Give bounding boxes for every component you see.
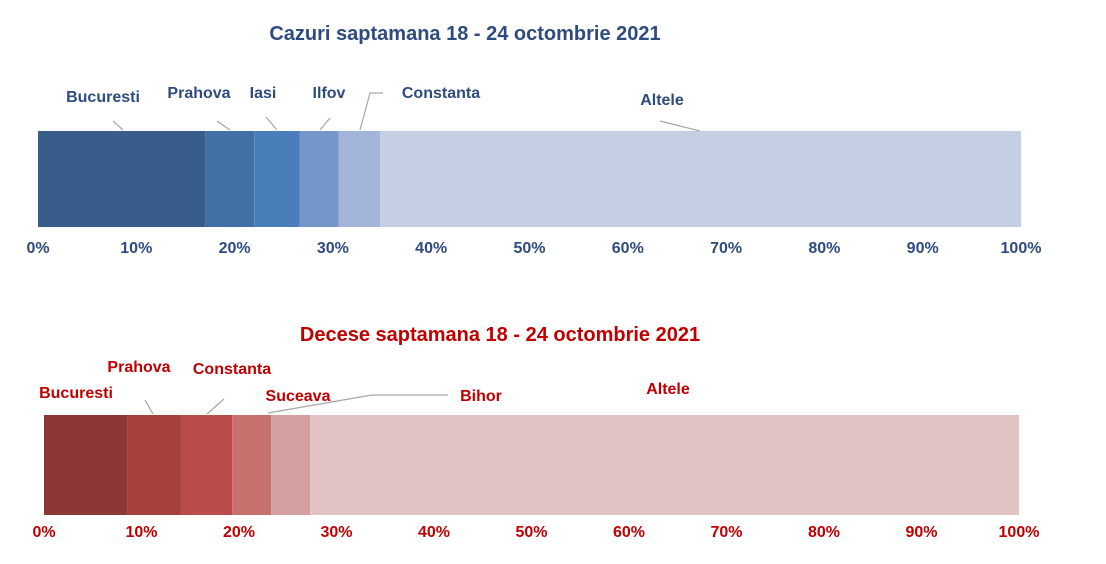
callout-line — [267, 394, 448, 414]
bar-segment-prahova — [205, 131, 255, 227]
x-tick-label: 50% — [515, 524, 547, 541]
x-tick-label: 70% — [710, 240, 742, 257]
x-tick-label: 80% — [808, 240, 840, 257]
x-tick-label: 60% — [612, 240, 644, 257]
bar-segment-bucuresti — [38, 131, 206, 227]
category-label-suceava: Suceava — [266, 388, 331, 405]
callout-line — [265, 116, 278, 131]
chart-title: Decese saptamana 18 - 24 octombrie 2021 — [300, 324, 700, 346]
chart-decese: Decese saptamana 18 - 24 octombrie 2021 … — [32, 324, 1039, 541]
category-label-iasi: Iasi — [250, 85, 277, 102]
x-tick-label: 60% — [613, 524, 645, 541]
bar-segment-bihor — [271, 415, 311, 515]
chart-title: Cazuri saptamana 18 - 24 octombrie 2021 — [269, 23, 660, 45]
x-tick-label: 10% — [125, 524, 157, 541]
x-tick-label: 100% — [1001, 240, 1042, 257]
bar-segment-suceava — [232, 415, 272, 515]
callout-line — [319, 117, 331, 131]
x-tick-label: 90% — [907, 240, 939, 257]
x-tick-label: 90% — [905, 524, 937, 541]
x-tick-label: 0% — [26, 240, 49, 257]
callout-lines — [144, 394, 448, 415]
x-tick-label: 50% — [513, 240, 545, 257]
x-tick-label: 10% — [120, 240, 152, 257]
category-label-bucuresti: Bucuresti — [66, 89, 140, 106]
category-labels: Bucuresti Prahova Iasi Ilfov Constanta Altele — [66, 85, 684, 109]
category-label-constanta: Constanta — [402, 85, 480, 102]
callout-line — [659, 120, 701, 132]
x-tick-label: 20% — [223, 524, 255, 541]
category-label-ilfov: Ilfov — [313, 85, 346, 102]
category-label-altele: Altele — [640, 92, 684, 109]
category-label-prahova: Prahova — [107, 359, 170, 376]
x-tick-labels: 0% 10% 20% 30% 40% 50% 60% 70% 80% 90% 100% — [26, 240, 1041, 257]
x-tick-label: 100% — [999, 524, 1040, 541]
callout-lines — [112, 92, 701, 132]
chart-cazuri: Cazuri saptamana 18 - 24 octombrie 2021 … — [26, 23, 1041, 257]
callout-line — [216, 120, 231, 131]
x-tick-label: 40% — [415, 240, 447, 257]
callout-line — [112, 120, 124, 131]
bar-segment-ilfov — [299, 131, 339, 227]
category-label-constanta: Constanta — [193, 361, 271, 378]
x-tick-label: 20% — [219, 240, 251, 257]
x-tick-labels: 0% 10% 20% 30% 40% 50% 60% 70% 80% 90% 100% — [32, 524, 1039, 541]
bar-segment-altele — [310, 415, 1020, 515]
category-label-bucuresti: Bucuresti — [39, 385, 113, 402]
callout-line — [359, 92, 383, 131]
bar-segment-constanta — [180, 415, 233, 515]
bar-segment-altele — [380, 131, 1022, 227]
category-label-bihor: Bihor — [460, 388, 502, 405]
x-tick-label: 80% — [808, 524, 840, 541]
bar-segment-constanta — [338, 131, 381, 227]
x-tick-label: 70% — [710, 524, 742, 541]
category-label-prahova: Prahova — [167, 85, 230, 102]
callout-line — [144, 399, 154, 415]
x-tick-label: 0% — [32, 524, 55, 541]
callout-line — [206, 398, 225, 415]
bar-segments — [38, 131, 1022, 227]
bar-segments — [44, 415, 1020, 515]
bar-segment-bucuresti — [44, 415, 128, 515]
x-tick-label: 30% — [320, 524, 352, 541]
x-tick-label: 30% — [317, 240, 349, 257]
category-labels: Bucuresti Prahova Constanta Suceava Bihor Alt… — [39, 359, 690, 405]
bar-segment-iasi — [254, 131, 300, 227]
bar-segment-prahova — [127, 415, 181, 515]
x-tick-label: 40% — [418, 524, 450, 541]
category-label-altele: Altele — [646, 381, 690, 398]
